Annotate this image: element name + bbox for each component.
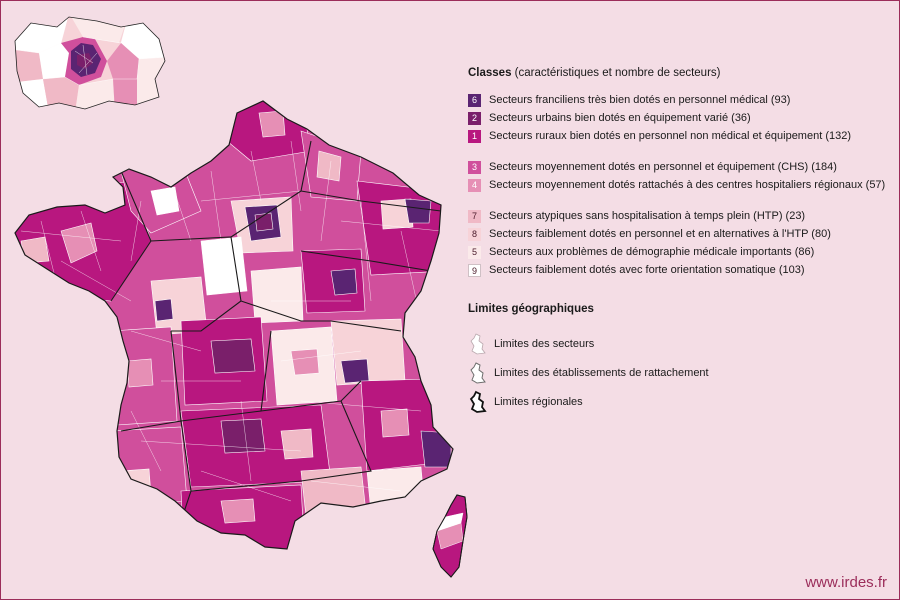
classes-title: Classes (caractéristiques et nombre de s… [468, 67, 893, 79]
class-label: Secteurs faiblement dotés avec forte ori… [489, 264, 805, 276]
class-swatch: 4 [468, 178, 481, 192]
france-choropleth-map [14, 100, 468, 578]
class-swatch: 5 [468, 245, 481, 259]
class-label: Secteurs ruraux bien dotés en personnel … [489, 130, 852, 142]
class-label: Secteurs franciliens très bien dotés en … [489, 94, 791, 106]
limit-item-sectors: Limites des secteurs [468, 329, 893, 358]
class-label: Secteurs moyennement dotés en personnel … [489, 161, 837, 173]
class-item: 8 Secteurs faiblement dotés en personnel… [468, 225, 893, 243]
class-swatch: 3 [468, 160, 481, 174]
class-label: Secteurs aux problèmes de démographie mé… [489, 246, 815, 258]
class-item: 6 Secteurs franciliens très bien dotés e… [468, 91, 893, 109]
corsica-map [432, 494, 468, 578]
class-item: 3 Secteurs moyennement dotés en personne… [468, 158, 893, 176]
class-item: 4 Secteurs moyennement dotés rattachés à… [468, 176, 893, 194]
class-label: Secteurs moyennement dotés rattachés à d… [489, 179, 886, 191]
limit-label: Limites des secteurs [494, 337, 595, 350]
limit-item-establishments: Limites des établissements de rattacheme… [468, 358, 893, 387]
map-area [1, 1, 471, 601]
website-credit: www.irdes.fr [805, 574, 887, 591]
ile-de-france-inset-map [14, 16, 166, 110]
class-swatch: 7 [468, 209, 481, 223]
class-item: 9 Secteurs faiblement dotés avec forte o… [468, 261, 893, 279]
class-swatch: 2 [468, 111, 481, 125]
class-item: 2 Secteurs urbains bien dotés en équipem… [468, 109, 893, 127]
regional-boundary-icon [469, 390, 487, 413]
establishment-boundary-icon [470, 361, 486, 384]
map-legend: Classes (caractéristiques et nombre de s… [468, 67, 893, 416]
limit-label: Limites régionales [494, 395, 583, 408]
class-label: Secteurs urbains bien dotés en équipemen… [489, 112, 751, 124]
class-label: Secteurs faiblement dotés en personnel e… [489, 228, 831, 240]
classes-title-bold: Classes [468, 67, 512, 79]
class-swatch: 6 [468, 93, 481, 107]
class-item: 7 Secteurs atypiques sans hospitalisatio… [468, 207, 893, 225]
class-item: 1 Secteurs ruraux bien dotés en personne… [468, 127, 893, 145]
limits-title: Limites géographiques [468, 303, 594, 315]
class-list: 6 Secteurs franciliens très bien dotés e… [468, 91, 893, 279]
class-swatch: 1 [468, 129, 481, 143]
class-label: Secteurs atypiques sans hospitalisation … [489, 210, 806, 222]
classes-title-subtitle: (caractéristiques et nombre de secteurs) [511, 67, 721, 79]
class-swatch: 8 [468, 227, 481, 241]
class-swatch: 9 [468, 263, 481, 277]
limit-item-regions: Limites régionales [468, 387, 893, 416]
sector-boundary-icon [470, 332, 486, 354]
limit-label: Limites des établissements de rattacheme… [494, 366, 709, 379]
class-item: 5 Secteurs aux problèmes de démographie … [468, 243, 893, 261]
